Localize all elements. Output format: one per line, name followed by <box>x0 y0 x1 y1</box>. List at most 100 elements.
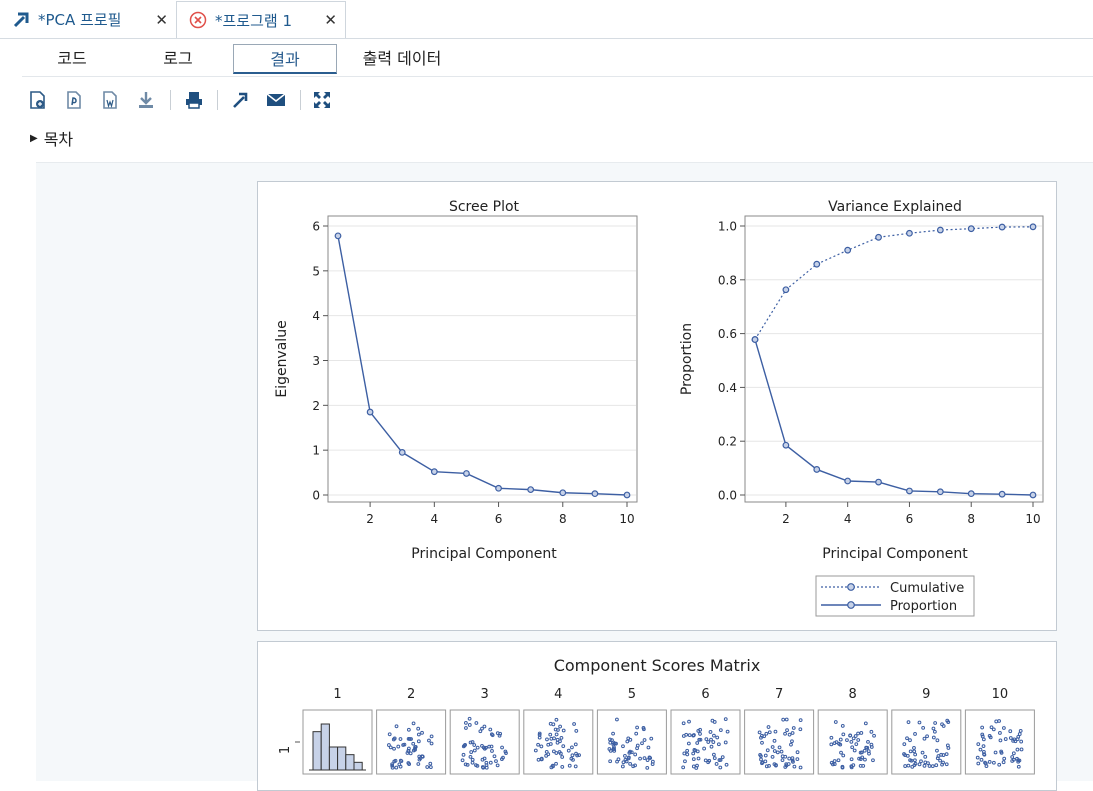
score-point <box>854 742 859 747</box>
score-point <box>798 765 803 770</box>
score-point <box>1015 737 1020 742</box>
score-point <box>798 718 803 723</box>
histogram-bar <box>337 746 347 771</box>
score-point <box>411 721 416 726</box>
score-point <box>989 725 994 730</box>
html-download-icon[interactable] <box>26 88 50 112</box>
score-point <box>927 764 932 768</box>
data-point <box>1029 491 1037 499</box>
score-point <box>635 746 639 751</box>
score-point <box>935 738 940 743</box>
email-icon[interactable] <box>264 88 288 112</box>
score-point <box>772 749 777 753</box>
y-tick-label: 0.2 <box>718 435 737 449</box>
score-point <box>773 729 778 734</box>
score-point <box>1008 736 1013 740</box>
score-point <box>558 724 563 729</box>
results-viewer: Scree Plot 0 1 2 3 4 5 6 2 4 6 8 10 Principal Comp… <box>36 162 1093 791</box>
score-point <box>645 758 650 763</box>
score-point <box>841 732 846 737</box>
tab-log[interactable]: 로그 <box>163 49 193 68</box>
score-point <box>567 763 572 768</box>
score-point <box>407 762 412 766</box>
score-point <box>503 749 508 754</box>
word-download-icon[interactable] <box>98 88 122 112</box>
score-point <box>621 744 625 749</box>
score-point <box>709 744 714 749</box>
download-icon[interactable] <box>134 88 158 112</box>
score-point <box>650 759 655 764</box>
score-point <box>461 744 466 749</box>
score-point <box>866 740 870 744</box>
open-new-window-icon[interactable] <box>228 88 252 112</box>
score-point <box>704 737 709 742</box>
score-point <box>1011 739 1016 743</box>
score-point <box>1016 764 1021 769</box>
variance-x-ticks: 2 4 6 8 10 <box>782 502 1041 526</box>
tab-label: *PCA 프로필 <box>38 11 122 29</box>
matrix-column-label: 1 <box>333 687 341 702</box>
tab-code[interactable]: 코드 <box>57 49 87 68</box>
matrix-cell <box>891 709 962 775</box>
score-point <box>561 744 566 749</box>
score-point <box>913 732 917 736</box>
score-point <box>1010 759 1015 763</box>
score-point <box>777 745 782 750</box>
score-point <box>536 742 540 747</box>
view-tabs: 코드 로그 결과 출력 데이터 <box>22 44 1093 77</box>
histogram-bar <box>320 723 330 771</box>
score-point <box>406 746 411 751</box>
close-icon[interactable]: ✕ <box>324 11 337 29</box>
score-point <box>999 749 1004 754</box>
data-point <box>813 466 821 473</box>
table-of-contents-toggle[interactable]: ▶ 목차 <box>30 126 73 150</box>
score-point <box>566 748 571 753</box>
score-point <box>537 731 542 736</box>
score-point <box>1010 755 1015 759</box>
score-point <box>908 738 912 743</box>
tab-pca-profile[interactable]: *PCA 프로필 ✕ <box>0 2 176 37</box>
score-point <box>390 762 395 767</box>
score-point <box>545 737 549 742</box>
expand-icon[interactable] <box>310 88 334 112</box>
toc-label: 목차 <box>43 130 74 149</box>
score-point <box>646 745 651 750</box>
score-point <box>468 754 473 759</box>
pdf-download-icon[interactable] <box>62 88 86 112</box>
data-point <box>906 487 913 495</box>
close-icon[interactable]: ✕ <box>155 10 168 29</box>
score-point <box>626 736 631 741</box>
score-point <box>398 764 403 769</box>
score-point <box>533 748 538 753</box>
score-point <box>475 745 480 750</box>
score-point <box>839 750 843 755</box>
score-point <box>1011 751 1016 756</box>
x-tick-label: 10 <box>1025 512 1040 526</box>
print-icon[interactable] <box>182 88 206 112</box>
score-point <box>906 720 911 725</box>
score-point <box>829 742 834 747</box>
data-point <box>527 486 535 494</box>
score-point <box>429 734 434 739</box>
score-point <box>392 746 396 751</box>
score-point <box>838 737 843 742</box>
score-point <box>411 741 416 746</box>
matrix-column-label: 10 <box>992 687 1009 702</box>
tab-results[interactable]: 결과 <box>233 44 337 74</box>
score-point <box>865 745 870 750</box>
score-point <box>388 745 393 750</box>
score-point <box>946 720 951 725</box>
score-point <box>931 726 936 731</box>
score-point <box>934 763 939 768</box>
score-point <box>642 738 647 742</box>
legend-cumulative-marker <box>847 583 855 591</box>
data-point <box>998 223 1006 231</box>
score-point <box>766 725 771 729</box>
score-point <box>716 742 721 747</box>
y-tick-label: 2 <box>312 399 320 413</box>
score-point <box>559 736 564 740</box>
score-point <box>906 763 911 768</box>
tab-output-data[interactable]: 출력 데이터 <box>362 49 442 68</box>
score-point <box>760 740 764 745</box>
tab-program-1[interactable]: *프로그램 1 ✕ <box>176 1 346 38</box>
